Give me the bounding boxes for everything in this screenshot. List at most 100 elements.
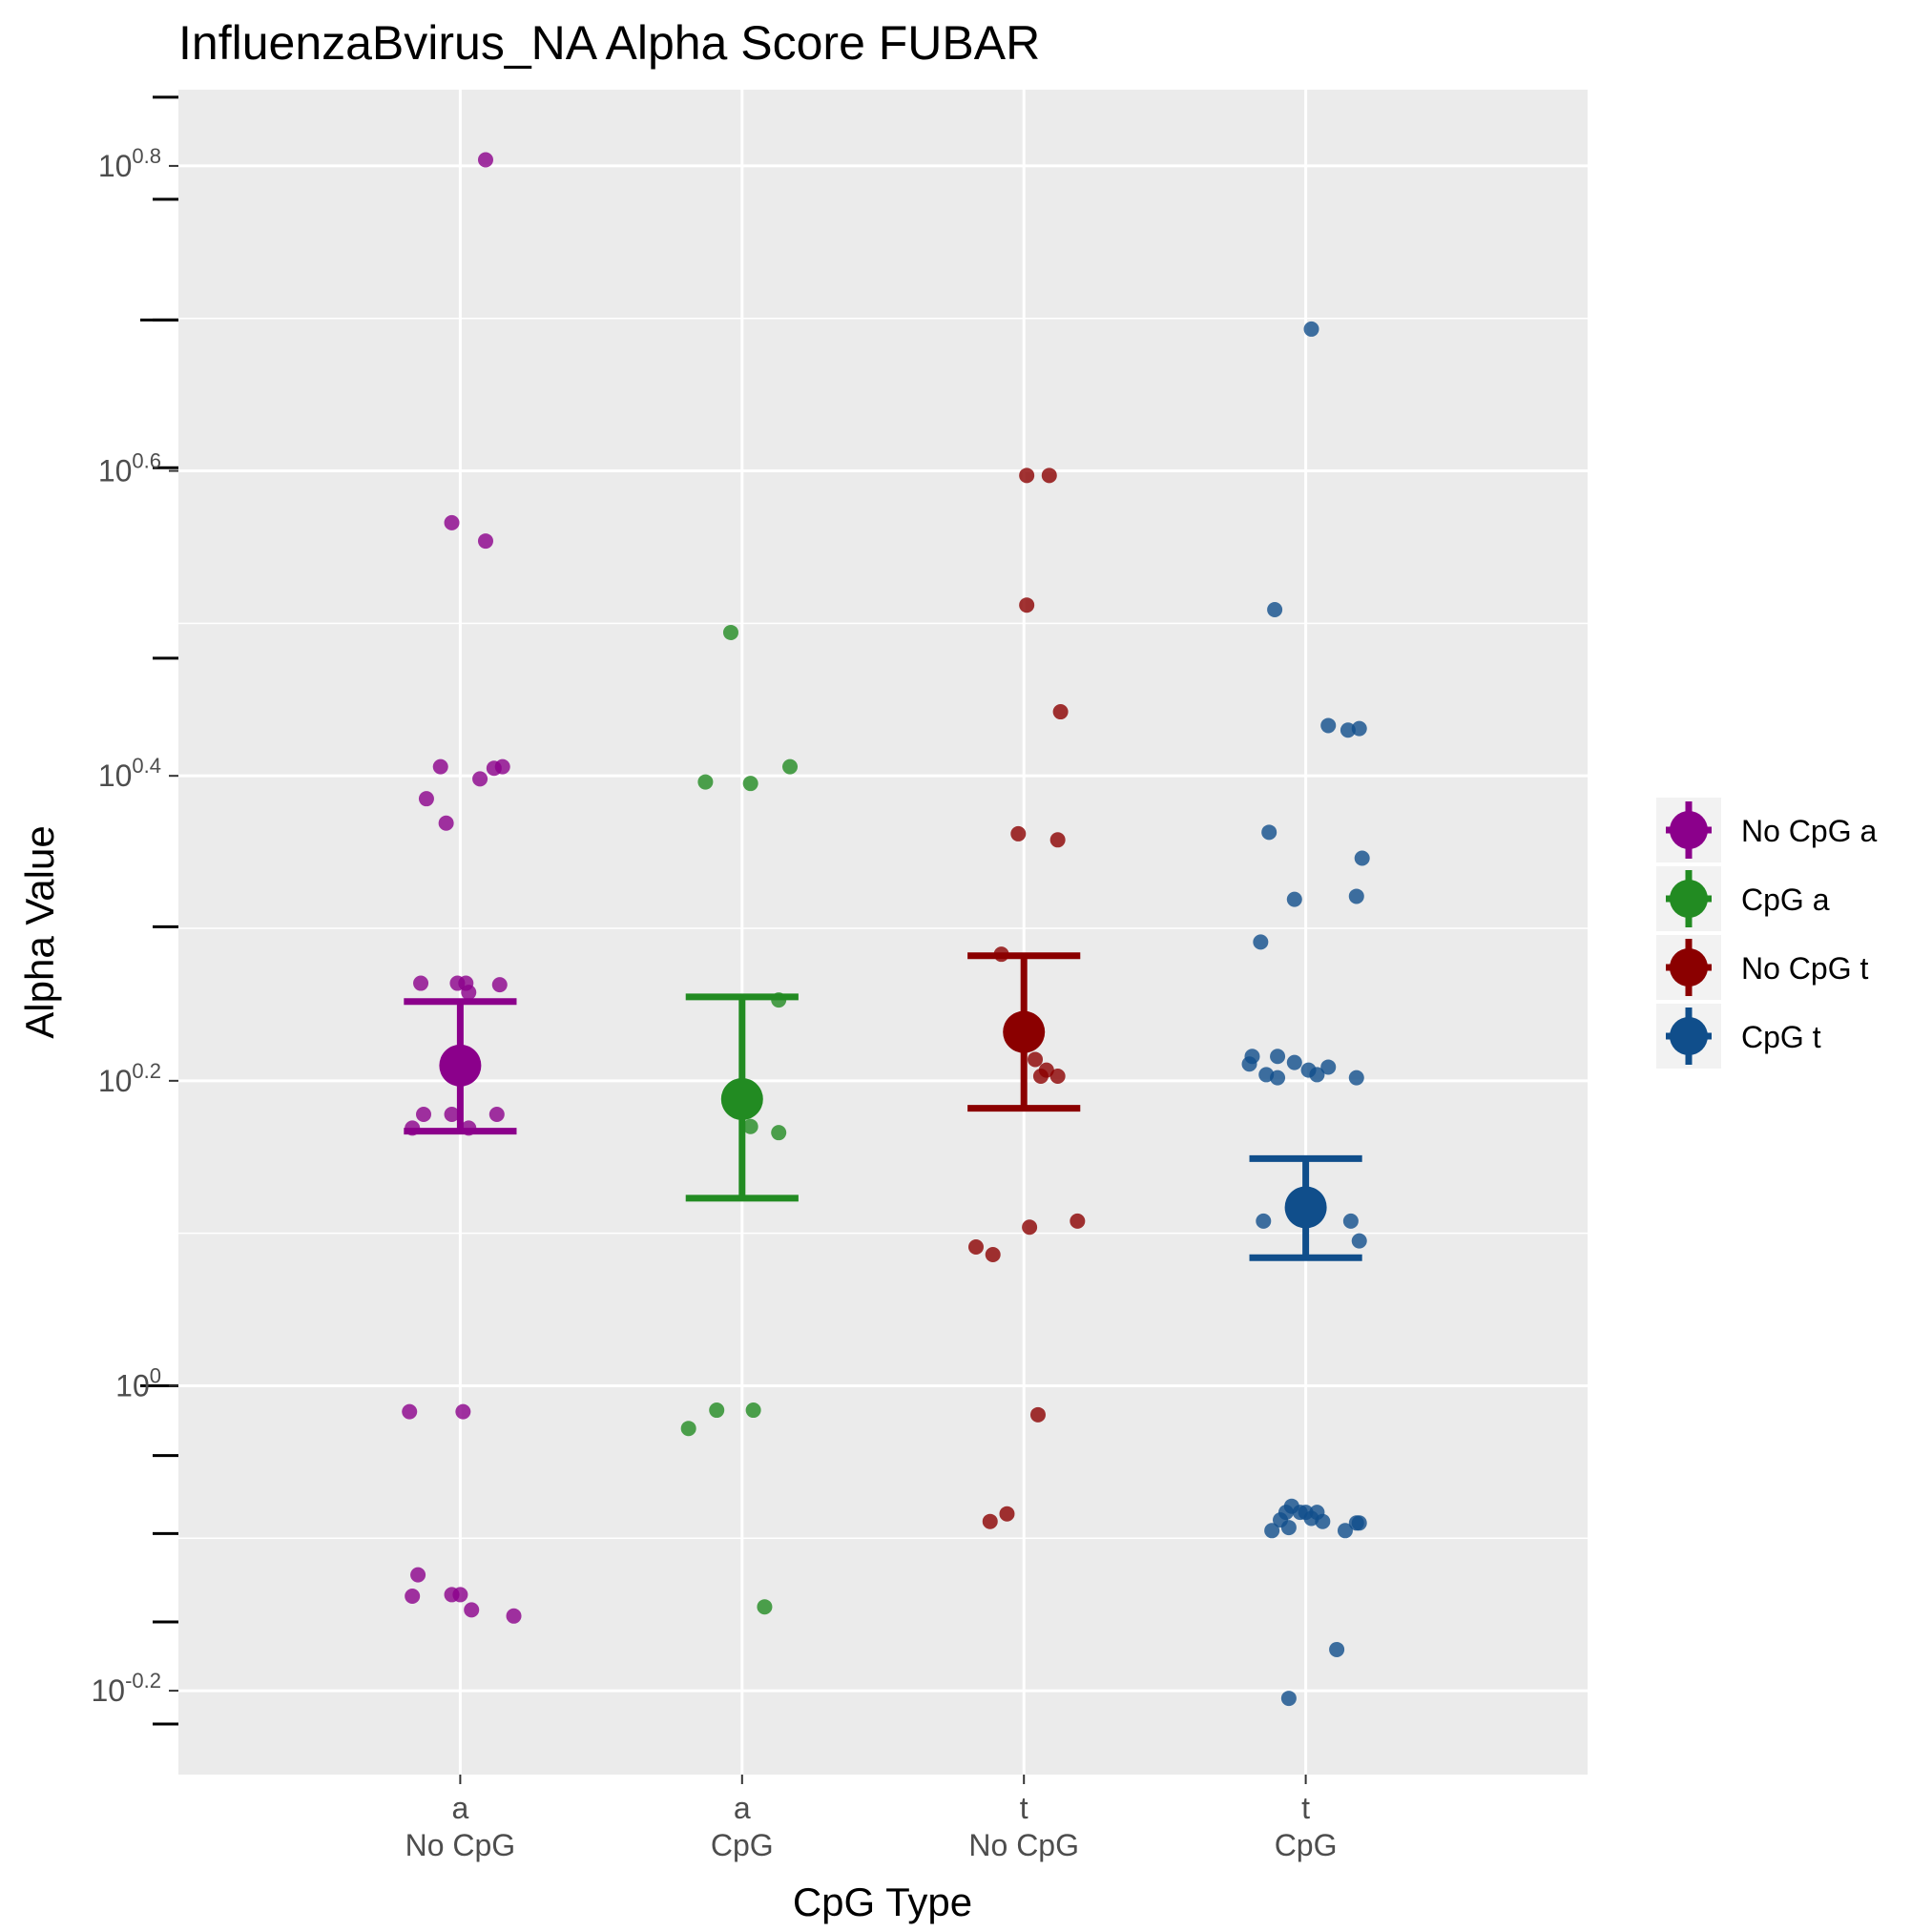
data-point <box>1340 722 1356 738</box>
mean-point <box>439 1044 482 1087</box>
legend-label: CpG t <box>1741 1020 1821 1054</box>
data-point <box>1049 1069 1066 1085</box>
data-point <box>745 1402 761 1419</box>
y-axis-title: Alpha Value <box>17 825 62 1038</box>
plot-panel <box>178 90 1588 1775</box>
data-point <box>1032 1069 1049 1085</box>
data-point <box>1019 597 1035 613</box>
data-point <box>1270 1049 1286 1065</box>
x-tick-label-line2: CpG <box>1275 1828 1338 1862</box>
x-axis-title: CpG Type <box>793 1880 972 1924</box>
y-tick-label: 100.6 <box>98 449 161 488</box>
x-tick-label-line2: No CpG <box>405 1828 516 1862</box>
data-point <box>1010 825 1027 841</box>
data-point <box>1320 717 1337 734</box>
y-tick-label: 100.8 <box>98 144 161 183</box>
data-point <box>455 1403 471 1420</box>
y-tick-label: 100 <box>115 1363 161 1402</box>
legend: No CpG a CpG a No CpG t CpG t <box>1656 798 1877 1069</box>
data-point <box>444 514 460 530</box>
y-axis: 10-0.2 100 100.2 100.4 100.6 100.8 <box>91 95 178 1726</box>
data-point <box>418 791 434 807</box>
data-point <box>1351 720 1367 737</box>
x-tick-label-line2: No CpG <box>968 1828 1079 1862</box>
data-point <box>782 758 799 775</box>
legend-key-point <box>1670 880 1708 918</box>
x-tick-label-line1: t <box>1301 1791 1310 1825</box>
data-point <box>410 1567 426 1583</box>
data-point <box>1019 467 1035 484</box>
data-point <box>757 1599 773 1615</box>
data-point <box>697 774 714 790</box>
mean-point <box>1003 1010 1046 1053</box>
data-point <box>1070 1213 1086 1229</box>
data-point <box>405 1589 421 1605</box>
data-point <box>432 758 448 775</box>
data-point <box>1256 1213 1272 1229</box>
data-point <box>680 1421 696 1437</box>
data-point <box>1286 1054 1302 1070</box>
x-tick-label-line2: CpG <box>711 1828 774 1862</box>
data-point <box>1303 321 1319 337</box>
legend-label: CpG a <box>1741 883 1830 917</box>
legend-key-point <box>1670 948 1708 987</box>
data-point <box>1261 824 1278 841</box>
data-point <box>967 1239 984 1256</box>
data-point <box>438 815 454 831</box>
data-point <box>1049 832 1066 848</box>
x-tick-label-line1: t <box>1020 1791 1028 1825</box>
data-point <box>1280 1691 1297 1707</box>
data-point <box>464 1602 480 1618</box>
data-point <box>742 776 758 792</box>
data-point <box>444 1106 460 1122</box>
data-point <box>1320 1059 1337 1075</box>
data-point <box>1309 1067 1325 1083</box>
x-tick-label-line1: a <box>734 1791 751 1825</box>
data-point <box>461 985 477 1001</box>
data-point <box>1241 1056 1257 1072</box>
data-point <box>1267 601 1283 617</box>
data-point <box>1315 1513 1331 1529</box>
data-point <box>491 977 508 993</box>
data-point <box>1029 1406 1046 1423</box>
data-point <box>1270 1070 1286 1086</box>
data-point <box>1354 850 1370 866</box>
data-point <box>477 152 493 168</box>
data-point <box>1052 704 1069 720</box>
data-point <box>722 624 738 640</box>
mean-point <box>1284 1186 1327 1229</box>
y-tick-label: 100.4 <box>98 754 161 793</box>
data-point <box>1348 1070 1364 1086</box>
data-point <box>742 1118 758 1134</box>
legend-label: No CpG t <box>1741 951 1868 986</box>
data-point <box>1028 1051 1044 1068</box>
chart-title: InfluenzaBvirus_NA Alpha Score FUBAR <box>178 16 1040 70</box>
data-point <box>1022 1219 1038 1236</box>
data-point <box>413 975 429 991</box>
data-point <box>985 1247 1001 1263</box>
data-point <box>1264 1523 1280 1539</box>
y-tick-label: 10-0.2 <box>91 1669 161 1708</box>
data-point <box>1351 1233 1367 1249</box>
mean-point <box>720 1078 763 1121</box>
grid-lines <box>178 90 1588 1775</box>
y-tick-label: 100.2 <box>98 1059 161 1098</box>
data-point <box>1348 888 1364 904</box>
data-point <box>1253 934 1269 950</box>
data-point <box>488 1106 505 1122</box>
data-point <box>771 1125 787 1141</box>
mean-error-bars <box>404 952 1362 1261</box>
data-point <box>1351 1515 1367 1531</box>
data-point <box>477 533 493 550</box>
data-point <box>1041 467 1057 484</box>
data-point <box>402 1403 418 1420</box>
data-point <box>1280 1520 1297 1536</box>
data-point <box>982 1513 998 1529</box>
legend-key-point <box>1670 1017 1708 1055</box>
data-point <box>709 1402 725 1419</box>
data-point <box>415 1106 431 1122</box>
data-point <box>1337 1523 1353 1539</box>
data-point <box>999 1506 1015 1522</box>
